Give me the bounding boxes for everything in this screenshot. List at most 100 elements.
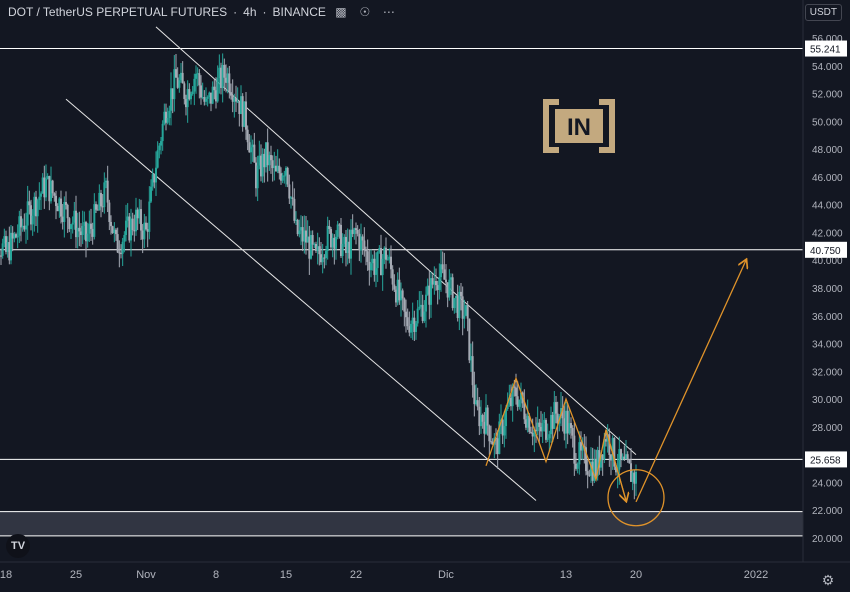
candle-body — [551, 414, 554, 429]
candle-body — [118, 252, 121, 254]
candle-body — [416, 308, 419, 324]
price-label: 25.658 — [810, 455, 841, 466]
candle-body — [190, 94, 192, 100]
candle-body — [76, 227, 79, 238]
candle-body — [80, 231, 82, 236]
candle-body — [518, 399, 521, 407]
candle-body — [150, 186, 152, 202]
candle-body — [431, 278, 434, 285]
candle-body — [278, 165, 281, 174]
candle-body — [598, 450, 601, 468]
more-icon[interactable]: ⋯ — [382, 5, 395, 19]
candle-body — [415, 323, 417, 332]
candle-body — [611, 438, 614, 461]
candle-body — [308, 236, 311, 259]
candle-body — [100, 192, 102, 207]
candle-body — [258, 155, 261, 166]
candle-body — [313, 243, 316, 245]
candle-body — [395, 289, 397, 303]
currency-button[interactable]: USDT — [804, 4, 842, 21]
candle-body — [548, 434, 551, 439]
interval-label[interactable]: 4h — [243, 5, 257, 19]
candle-body — [443, 269, 446, 280]
candle-body — [48, 176, 51, 202]
candle-body — [380, 248, 382, 276]
candle-body — [70, 224, 72, 229]
candle-body — [205, 98, 207, 102]
candle-body — [188, 89, 191, 100]
candle-body — [265, 142, 267, 168]
candle-body — [208, 92, 211, 98]
candle-body — [248, 142, 251, 153]
candle-body — [153, 174, 156, 183]
candle-body — [271, 160, 274, 169]
candle-body — [418, 306, 421, 309]
symbol-title[interactable]: DOT / TetherUS PERPETUAL FUTURES — [8, 5, 228, 19]
layout-icon[interactable]: ▩ — [335, 5, 347, 19]
x-tick-label: 2022 — [744, 569, 768, 581]
candle-body — [563, 418, 566, 434]
candle-body — [463, 315, 466, 319]
price-axis[interactable] — [803, 0, 850, 592]
candle-body — [111, 226, 114, 233]
candle-body — [220, 67, 222, 88]
candle-body — [376, 251, 379, 269]
candle-body — [10, 232, 12, 261]
candle-body — [556, 413, 559, 424]
candle-body — [175, 69, 177, 78]
candle-body — [21, 225, 24, 228]
candle-body — [123, 235, 126, 242]
down-arrow[interactable] — [605, 429, 626, 501]
candle-body — [68, 218, 71, 229]
candle-body — [486, 407, 489, 426]
candle-body — [281, 175, 284, 181]
candle-body — [55, 195, 57, 206]
candle-body — [335, 236, 337, 249]
candle-body — [581, 446, 584, 451]
candle-body — [203, 97, 206, 102]
candle-body — [215, 90, 217, 102]
watermark-text: IN — [567, 114, 591, 141]
gear-icon[interactable]: ⚙ — [821, 572, 835, 588]
candle-body — [566, 410, 569, 434]
candle-body — [121, 241, 124, 254]
candle-body — [425, 294, 427, 312]
candle-body — [358, 233, 361, 251]
y-tick-label: 50.000 — [812, 117, 843, 128]
candle-body — [246, 129, 249, 143]
y-tick-label: 56.000 — [812, 34, 843, 45]
projection-arrow[interactable] — [635, 260, 746, 503]
x-tick-label: 20 — [630, 569, 642, 581]
candle-body — [523, 403, 526, 420]
eye-icon[interactable]: ☉ — [359, 5, 371, 19]
candle-body — [20, 216, 22, 228]
candle-body — [428, 285, 431, 305]
candle-body — [346, 241, 349, 253]
candle-body — [408, 326, 411, 333]
candle-body — [531, 432, 534, 437]
y-tick-label: 28.000 — [812, 423, 843, 434]
candle-body — [291, 197, 294, 199]
watermark-logo: IN — [543, 99, 615, 153]
candle-body — [86, 233, 89, 242]
target-circle[interactable] — [607, 469, 665, 527]
candle-body — [290, 197, 292, 199]
candle-body — [570, 423, 572, 429]
y-tick-label: 52.000 — [812, 90, 843, 101]
candle-body — [63, 201, 66, 223]
y-tick-label: 34.000 — [812, 340, 843, 351]
candle-body — [321, 257, 324, 263]
candle-body — [391, 269, 394, 285]
candle-body — [243, 101, 246, 127]
candle-body — [110, 221, 112, 227]
candle-body — [498, 421, 501, 455]
candle-body — [351, 229, 354, 234]
candle-body — [403, 298, 406, 312]
y-tick-label: 40.000 — [812, 256, 843, 267]
tradingview-logo-icon[interactable]: TV — [6, 534, 30, 558]
channel-lower-line[interactable] — [65, 98, 537, 501]
candle-body — [161, 123, 164, 142]
candle-body — [530, 431, 532, 433]
price-label-box — [805, 241, 847, 258]
